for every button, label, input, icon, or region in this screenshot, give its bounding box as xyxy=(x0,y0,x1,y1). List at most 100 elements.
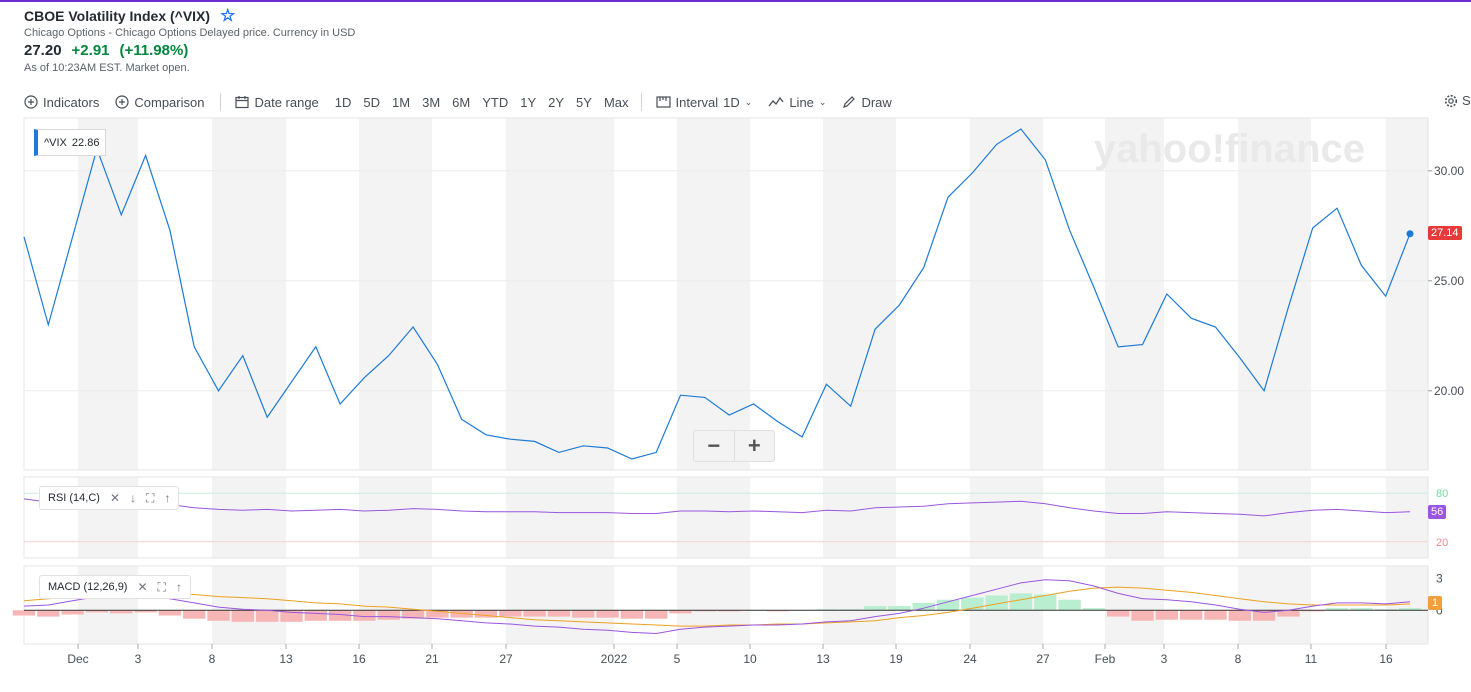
line-chart-icon xyxy=(768,96,784,107)
macd-histogram-bar xyxy=(450,610,473,618)
calendar-icon xyxy=(235,96,250,109)
macd-histogram-bar xyxy=(1325,608,1349,611)
macd-histogram-bar xyxy=(693,610,717,612)
range-1d-button[interactable]: 1D xyxy=(334,94,352,110)
x-tick-label: 5 xyxy=(674,652,681,666)
macd-histogram-bar xyxy=(1082,608,1106,611)
macd-histogram-bar xyxy=(1155,610,1179,620)
macd-histogram-bar xyxy=(134,610,157,613)
current-price-tag: 27.14 xyxy=(1428,226,1462,240)
x-tick-label: 16 xyxy=(1379,652,1393,666)
y-tick-label: 30.00 xyxy=(1434,164,1464,178)
weekend-band xyxy=(823,118,896,470)
range-3m-button[interactable]: 3M xyxy=(422,94,441,110)
interval-dropdown[interactable]: Interval 1D ⌄ xyxy=(655,94,753,110)
chevron-down-icon: ⌄ xyxy=(818,96,827,107)
macd-study-label: MACD (12,26,9) ✕ ⛶ ↑ xyxy=(39,575,191,599)
macd-histogram-bar xyxy=(1204,610,1227,620)
macd-histogram-bar xyxy=(936,599,960,611)
macd-tick-label: 0 xyxy=(1436,603,1443,617)
range-2y-button[interactable]: 2Y xyxy=(548,94,565,110)
macd-signal-line xyxy=(23,586,1411,627)
rsi-study-label: RSI (14,C) ✕ ↓ ⛶ ↑ xyxy=(39,486,180,510)
chevron-down-icon: ⌄ xyxy=(744,96,753,107)
macd-histogram-bar xyxy=(231,610,255,622)
macd-histogram-bar xyxy=(401,610,425,619)
watermark-logo: yahoo!finance xyxy=(1094,127,1365,171)
macd-histogram-bar xyxy=(207,610,230,621)
quote-title-row: CBOE Volatility Index (^VIX) ☆ xyxy=(24,6,355,25)
price-line xyxy=(23,128,1411,460)
macd-histogram-bar xyxy=(1034,594,1057,611)
macd-histogram-bar xyxy=(572,610,595,618)
macd-histogram-bar xyxy=(1277,610,1300,617)
gear-icon xyxy=(1444,94,1458,107)
range-1m-button[interactable]: 1M xyxy=(392,94,411,110)
x-tick-label: 24 xyxy=(963,652,977,666)
x-tick-label: 13 xyxy=(816,652,830,666)
macd-histogram-bar xyxy=(839,609,862,611)
range-5y-button[interactable]: 5Y xyxy=(576,94,592,110)
price-panel-frame xyxy=(23,117,1429,471)
expand-icon[interactable]: ⛶ xyxy=(157,579,166,594)
arrow-up-icon[interactable]: ↑ xyxy=(175,580,182,594)
range-1y-button[interactable]: 1Y xyxy=(520,94,537,110)
weekend-band xyxy=(78,118,138,470)
x-tick-label: 21 xyxy=(425,652,439,666)
weekend-band xyxy=(970,118,1043,470)
weekend-band xyxy=(677,566,750,644)
weekend-band xyxy=(1238,118,1311,470)
date-range-button[interactable]: Date range xyxy=(235,95,319,110)
chart-type-dropdown[interactable]: Line ⌄ xyxy=(768,95,826,110)
rsi-level-label: 20 xyxy=(1436,537,1448,549)
weekend-band xyxy=(677,477,750,558)
toolbar-divider xyxy=(640,93,642,111)
zoom-controls: − + xyxy=(693,430,775,462)
weekend-band xyxy=(359,566,432,644)
macd-tick-label: 3 xyxy=(1436,572,1443,586)
indicators-button[interactable]: Indicators xyxy=(24,95,99,110)
zoom-out-button[interactable]: − xyxy=(707,433,721,458)
x-tick-label: 27 xyxy=(499,652,513,666)
macd-histogram-bar xyxy=(1374,609,1397,611)
macd-histogram-bar xyxy=(499,610,522,617)
rsi-series xyxy=(23,492,1428,543)
range-6m-button[interactable]: 6M xyxy=(452,94,471,110)
expand-icon[interactable]: ⛶ xyxy=(146,490,155,505)
last-price-dot xyxy=(1406,230,1414,238)
indicators-label: Indicators xyxy=(43,94,100,110)
rsi-level-label: 80 xyxy=(1436,488,1448,500)
draw-button[interactable]: Draw xyxy=(842,95,892,110)
macd-histogram-bar xyxy=(1179,610,1203,620)
macd-histogram-bar xyxy=(1131,610,1154,621)
comparison-label: Comparison xyxy=(134,94,205,110)
macd-histogram-bar xyxy=(158,610,182,616)
arrow-up-icon[interactable]: ↑ xyxy=(164,491,171,505)
range-5d-button[interactable]: 5D xyxy=(363,94,381,110)
comparison-button[interactable]: Comparison xyxy=(115,95,204,110)
star-icon[interactable]: ☆ xyxy=(220,6,236,25)
x-tick-label: 10 xyxy=(743,652,757,666)
rsi-label-text: RSI (14,C) xyxy=(48,492,100,504)
macd-label-text: MACD (12,26,9) xyxy=(48,581,128,593)
x-tick-label: 3 xyxy=(135,652,142,666)
macd-histogram-bar xyxy=(474,610,498,618)
settings-button[interactable]: S xyxy=(1444,93,1471,108)
macd-histogram-bar xyxy=(12,610,36,616)
weekend-band xyxy=(212,118,286,470)
zoom-in-button[interactable]: + xyxy=(733,431,775,461)
range-ytd-button[interactable]: YTD xyxy=(482,94,509,110)
interval-value: 1D xyxy=(723,94,740,110)
weekend-band xyxy=(506,118,614,470)
x-tick-label: 27 xyxy=(1036,652,1050,666)
weekend-band xyxy=(506,477,614,558)
macd-histogram-bar xyxy=(596,610,619,618)
close-icon[interactable]: ✕ xyxy=(137,580,148,594)
range-max-button[interactable]: Max xyxy=(603,94,629,110)
macd-histogram-bar xyxy=(426,610,449,618)
weekend-band xyxy=(1238,477,1311,558)
close-icon[interactable]: ✕ xyxy=(109,491,121,505)
arrow-down-icon[interactable]: ↓ xyxy=(130,491,137,505)
weekend-band xyxy=(212,477,286,558)
